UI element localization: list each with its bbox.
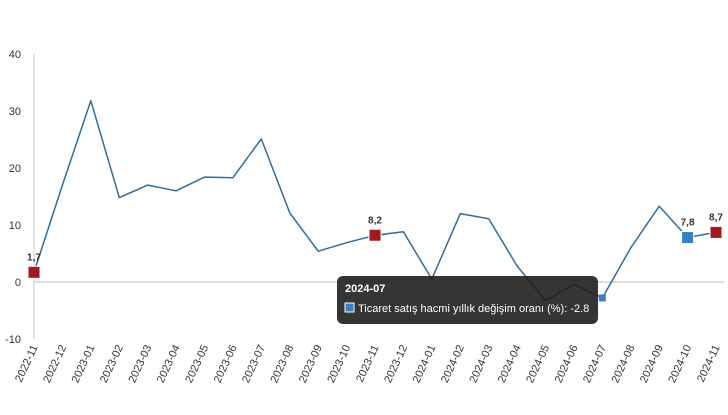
y-tick-label: 20 <box>9 163 21 175</box>
x-tick-label: 2023-03 <box>126 343 154 385</box>
x-tick-label: 2024-07 <box>581 343 609 385</box>
x-tick-label: 2024-05 <box>524 343 552 385</box>
y-tick-label: 0 <box>15 277 21 289</box>
y-tick-label: 40 <box>9 49 21 61</box>
x-tick-label: 2024-01 <box>411 343 439 385</box>
data-point-marker[interactable] <box>27 265 41 279</box>
data-point-marker[interactable] <box>709 225 723 239</box>
y-tick-label: 10 <box>9 220 21 232</box>
x-tick-label: 2023-05 <box>183 343 211 385</box>
x-tick-label: 2023-12 <box>382 343 410 385</box>
tooltip-box <box>337 276 598 324</box>
tooltip-text: Ticaret satış hacmi yıllık değişim oranı… <box>358 303 589 315</box>
x-tick-label: 2022-11 <box>13 343 41 384</box>
x-tick-label: 2023-04 <box>155 343 183 385</box>
x-tick-label: 2023-06 <box>212 343 240 385</box>
y-tick-label: 30 <box>9 106 21 118</box>
x-tick-label: 2024-10 <box>666 343 694 385</box>
x-tick-label: 2023-02 <box>98 343 126 385</box>
y-tick-label: -10 <box>5 334 21 346</box>
x-tick-label: 2024-06 <box>553 343 581 385</box>
x-tick-label: 2023-10 <box>325 343 353 385</box>
data-point-marker[interactable] <box>681 231 695 245</box>
x-tick-label: 2023-09 <box>297 343 325 385</box>
x-tick-label: 2023-11 <box>354 343 382 384</box>
x-tick-label: 2024-11 <box>695 343 723 384</box>
x-tick-label: 2024-08 <box>610 343 638 385</box>
data-label: 8,7 <box>709 212 723 223</box>
x-tick-label: 2023-07 <box>240 343 268 385</box>
x-tick-label: 2024-09 <box>638 343 666 385</box>
tooltip-swatch <box>344 302 355 313</box>
tooltip-title: 2024-07 <box>345 283 385 295</box>
x-tick-label: 2024-04 <box>496 343 524 385</box>
data-point-marker[interactable] <box>368 228 382 242</box>
series-line <box>33 99 717 302</box>
x-tick-label: 2022-12 <box>41 343 69 385</box>
data-label: 8,2 <box>368 215 382 226</box>
hovered-point-marker[interactable] <box>598 294 606 302</box>
x-tick-label: 2024-03 <box>467 343 495 385</box>
x-tick-label: 2024-02 <box>439 343 467 385</box>
x-tick-label: 2023-08 <box>269 343 297 385</box>
data-label: 1,7 <box>27 252 41 263</box>
data-label: 7,8 <box>681 218 695 229</box>
x-tick-label: 2023-01 <box>70 343 98 385</box>
